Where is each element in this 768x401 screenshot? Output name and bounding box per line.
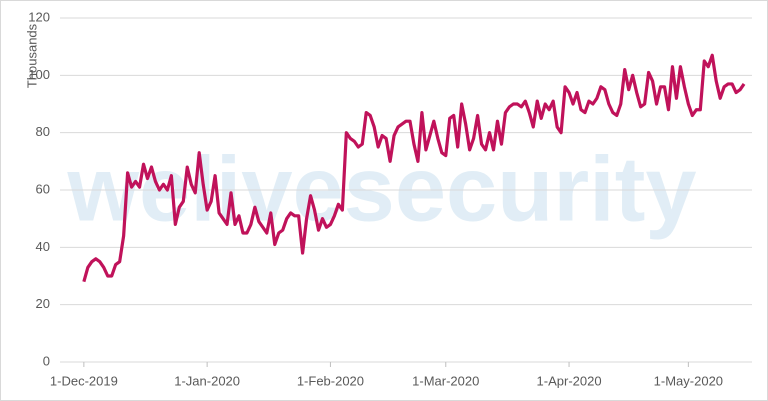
- x-tick-label: 1-Apr-2020: [537, 373, 602, 388]
- x-tick-label: 1-Feb-2020: [297, 373, 364, 388]
- x-tick-label: 1-Mar-2020: [412, 373, 479, 388]
- y-tick-label: 80: [36, 124, 50, 139]
- y-tick-label: 0: [43, 353, 50, 368]
- y-tick-label: 40: [36, 239, 50, 254]
- x-tick-label: 1-Jan-2020: [174, 373, 240, 388]
- y-tick-label: 100: [28, 67, 50, 82]
- x-tick-label: 1-Dec-2019: [50, 373, 118, 388]
- y-tick-label: 60: [36, 181, 50, 196]
- y-tick-label: 120: [28, 9, 50, 24]
- data-line: [82, 53, 746, 283]
- x-tick-label: 1-May-2020: [654, 373, 723, 388]
- y-axis-label: Thousands: [24, 23, 39, 88]
- y-tick-label: 20: [36, 296, 50, 311]
